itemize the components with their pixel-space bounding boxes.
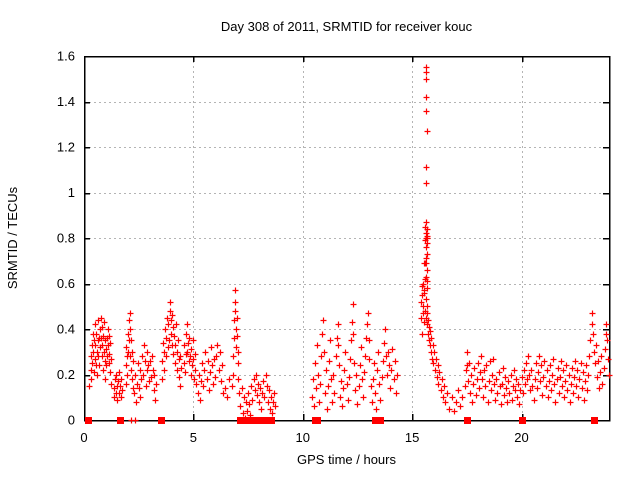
y-axis-label: SRMTID / TECUs: [5, 186, 20, 289]
grid-lines: [84, 56, 609, 420]
x-tick-label: 15: [405, 430, 419, 445]
y-tick-label: 1.2: [57, 140, 75, 155]
x-tick-label: 20: [514, 430, 528, 445]
x-tick-label: 10: [296, 430, 310, 445]
y-tick-label: 1.6: [57, 49, 75, 64]
y-tick-label: 0.6: [57, 276, 75, 291]
x-axis-label: GPS time / hours: [297, 452, 396, 467]
y-tick-label: 1: [68, 185, 75, 200]
chart-title: Day 308 of 2011, SRMTID for receiver kou…: [221, 19, 473, 34]
y-tick-label: 1.4: [57, 94, 75, 109]
x-tick-label: 5: [190, 430, 197, 445]
y-tick-label: 0.8: [57, 231, 75, 246]
data-points: [86, 64, 613, 424]
x-tick-label: 0: [80, 430, 87, 445]
zero-line-markers: [85, 417, 598, 424]
y-tick-label: 0.4: [57, 322, 75, 337]
y-tick-label: 0.2: [57, 367, 75, 382]
y-tick-label: 0: [68, 413, 75, 428]
